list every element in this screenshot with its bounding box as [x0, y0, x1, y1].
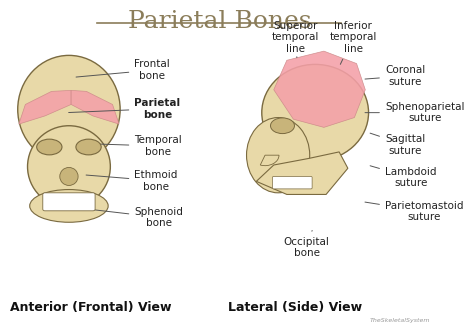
- Text: Ethmoid
bone: Ethmoid bone: [86, 170, 178, 191]
- Text: Parietal
bone: Parietal bone: [69, 98, 181, 119]
- Text: Lambdoid
suture: Lambdoid suture: [370, 166, 437, 188]
- Wedge shape: [260, 155, 279, 166]
- Text: Temporal
bone: Temporal bone: [91, 135, 182, 157]
- Text: Parietomastoid
suture: Parietomastoid suture: [365, 201, 464, 222]
- Polygon shape: [274, 51, 365, 127]
- FancyBboxPatch shape: [273, 177, 312, 189]
- Text: Sphenoid
bone: Sphenoid bone: [77, 207, 183, 228]
- Ellipse shape: [60, 167, 78, 185]
- Ellipse shape: [246, 117, 310, 193]
- Ellipse shape: [27, 126, 110, 208]
- Polygon shape: [256, 152, 348, 194]
- Ellipse shape: [18, 55, 120, 163]
- Text: TheSkeletalSystem: TheSkeletalSystem: [370, 318, 431, 323]
- FancyBboxPatch shape: [43, 193, 95, 211]
- Text: Lateral (Side) View: Lateral (Side) View: [228, 301, 362, 314]
- Text: Superior
temporal
line: Superior temporal line: [272, 21, 319, 58]
- Text: Occipital
bone: Occipital bone: [284, 230, 329, 258]
- Ellipse shape: [271, 118, 294, 134]
- Polygon shape: [19, 90, 71, 124]
- Text: Coronal
suture: Coronal suture: [365, 65, 425, 87]
- Text: Frontal
bone: Frontal bone: [76, 59, 170, 81]
- Text: Parietal Bones: Parietal Bones: [128, 10, 311, 33]
- Ellipse shape: [262, 64, 369, 161]
- Ellipse shape: [30, 189, 108, 222]
- Ellipse shape: [76, 139, 101, 155]
- Text: Inferior
temporal
line: Inferior temporal line: [329, 21, 377, 64]
- Text: Sagittal
suture: Sagittal suture: [370, 133, 425, 155]
- Text: Anterior (Frontal) View: Anterior (Frontal) View: [10, 301, 172, 314]
- Text: Sphenoparietal
suture: Sphenoparietal suture: [365, 102, 465, 123]
- Ellipse shape: [36, 139, 62, 155]
- Polygon shape: [71, 90, 119, 124]
